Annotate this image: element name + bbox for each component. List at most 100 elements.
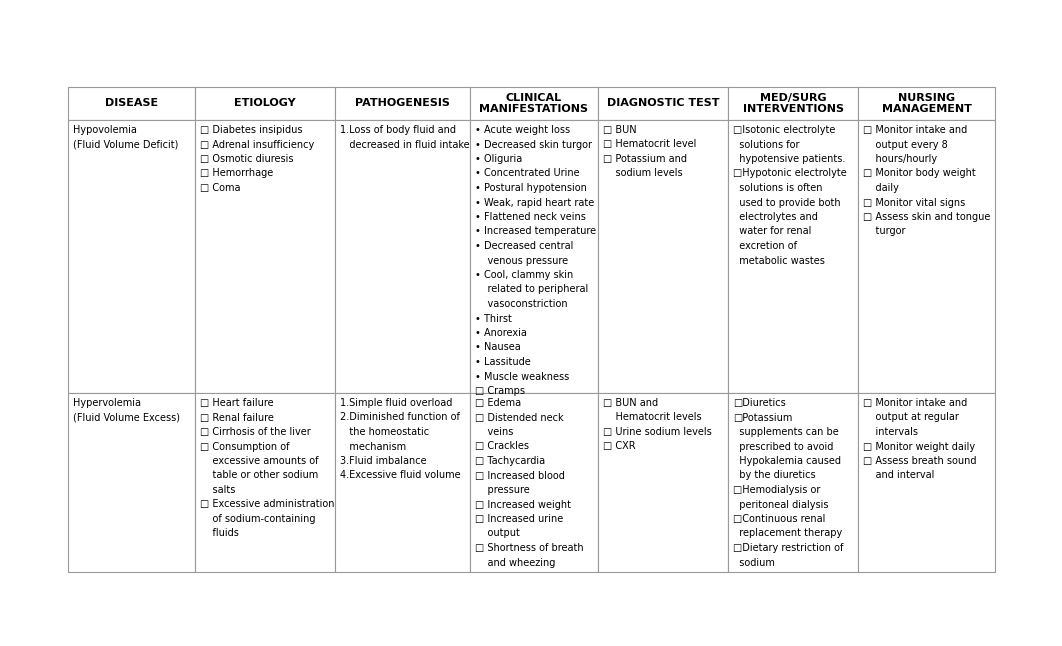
Text: (Fluid Volume Excess): (Fluid Volume Excess) (73, 413, 179, 422)
Text: and wheezing: and wheezing (475, 557, 555, 567)
Text: □ Cirrhosis of the liver: □ Cirrhosis of the liver (200, 427, 311, 437)
Text: mechanism: mechanism (340, 441, 406, 452)
Text: salts: salts (200, 485, 236, 495)
Text: Hypervolemia: Hypervolemia (73, 398, 141, 408)
Text: □ Increased blood: □ Increased blood (475, 470, 565, 481)
Bar (195, 87, 335, 120)
Text: • Acute weight loss: • Acute weight loss (475, 125, 570, 135)
Text: daily: daily (863, 183, 898, 193)
Bar (598, 87, 727, 120)
Text: by the diuretics: by the diuretics (733, 470, 816, 481)
Text: • Weak, rapid heart rate: • Weak, rapid heart rate (475, 198, 595, 207)
Text: NURSING
MANAGEMENT: NURSING MANAGEMENT (881, 92, 972, 114)
Text: • Postural hypotension: • Postural hypotension (475, 183, 587, 193)
Text: □ Adrenal insufficiency: □ Adrenal insufficiency (200, 140, 314, 149)
Text: □Hemodialysis or: □Hemodialysis or (733, 485, 820, 495)
Text: • Lassitude: • Lassitude (475, 357, 531, 367)
Text: • Muscle weakness: • Muscle weakness (475, 371, 569, 382)
Text: □ Monitor weight daily: □ Monitor weight daily (863, 441, 975, 452)
Text: □ Monitor vital signs: □ Monitor vital signs (863, 198, 965, 207)
Bar (470, 393, 598, 572)
Text: hours/hourly: hours/hourly (863, 154, 937, 164)
Text: □ Renal failure: □ Renal failure (200, 413, 274, 422)
Text: □ Increased weight: □ Increased weight (475, 499, 571, 510)
Text: □ Monitor intake and: □ Monitor intake and (863, 125, 967, 135)
Text: • Decreased central: • Decreased central (475, 241, 573, 251)
Text: of sodium-containing: of sodium-containing (200, 514, 315, 524)
Text: □Diuretics: □Diuretics (733, 398, 786, 408)
Text: output at regular: output at regular (863, 413, 959, 422)
Text: □Isotonic electrolyte: □Isotonic electrolyte (733, 125, 836, 135)
Text: veins: veins (475, 427, 513, 437)
Text: • Concentrated Urine: • Concentrated Urine (475, 169, 580, 178)
Text: MED/SURG
INTERVENTIONS: MED/SURG INTERVENTIONS (742, 92, 843, 114)
Text: □ Potassium and: □ Potassium and (603, 154, 687, 164)
Bar (727, 393, 858, 572)
Bar (68, 87, 195, 120)
Text: vasoconstriction: vasoconstriction (475, 299, 567, 309)
Text: metabolic wastes: metabolic wastes (733, 256, 825, 266)
Bar (858, 120, 995, 393)
Text: • Oliguria: • Oliguria (475, 154, 523, 164)
Bar (68, 393, 195, 572)
Text: □ CXR: □ CXR (603, 441, 636, 452)
Text: (Fluid Volume Deficit): (Fluid Volume Deficit) (73, 140, 178, 149)
Bar (598, 120, 727, 393)
Text: solutions for: solutions for (733, 140, 800, 149)
Bar (195, 120, 335, 393)
Text: □ BUN and: □ BUN and (603, 398, 658, 408)
Text: pressure: pressure (475, 485, 530, 495)
Text: DISEASE: DISEASE (105, 98, 158, 109)
Text: solutions is often: solutions is often (733, 183, 822, 193)
Bar (335, 120, 470, 393)
Text: water for renal: water for renal (733, 227, 811, 236)
Text: • Increased temperature: • Increased temperature (475, 227, 596, 236)
Text: □Dietary restriction of: □Dietary restriction of (733, 543, 843, 553)
Text: replacement therapy: replacement therapy (733, 528, 842, 539)
Bar (858, 393, 995, 572)
Text: □ Assess breath sound: □ Assess breath sound (863, 456, 976, 466)
Text: □ Increased urine: □ Increased urine (475, 514, 563, 524)
Text: and interval: and interval (863, 470, 935, 481)
Text: table or other sodium: table or other sodium (200, 470, 319, 481)
Text: • Flattened neck veins: • Flattened neck veins (475, 212, 586, 222)
Text: □ Assess skin and tongue: □ Assess skin and tongue (863, 212, 991, 222)
Text: • Cool, clammy skin: • Cool, clammy skin (475, 270, 573, 280)
Text: □ Excessive administration: □ Excessive administration (200, 499, 335, 510)
Text: DIAGNOSTIC TEST: DIAGNOSTIC TEST (606, 98, 719, 109)
Text: peritoneal dialysis: peritoneal dialysis (733, 499, 828, 510)
Text: used to provide both: used to provide both (733, 198, 841, 207)
Text: hypotensive patients.: hypotensive patients. (733, 154, 845, 164)
Text: □Potassium: □Potassium (733, 413, 792, 422)
Text: fluids: fluids (200, 528, 239, 539)
Text: 1.Loss of body fluid and: 1.Loss of body fluid and (340, 125, 456, 135)
Text: output every 8: output every 8 (863, 140, 947, 149)
Text: intervals: intervals (863, 427, 918, 437)
Text: • Thirst: • Thirst (475, 313, 512, 324)
Bar (727, 87, 858, 120)
Text: □ Tachycardia: □ Tachycardia (475, 456, 545, 466)
Bar (858, 87, 995, 120)
Text: □ Diabetes insipidus: □ Diabetes insipidus (200, 125, 303, 135)
Bar (598, 393, 727, 572)
Text: □ Monitor body weight: □ Monitor body weight (863, 169, 976, 178)
Text: the homeostatic: the homeostatic (340, 427, 429, 437)
Text: related to peripheral: related to peripheral (475, 284, 588, 295)
Text: □ Hemorrhage: □ Hemorrhage (200, 169, 273, 178)
Text: output: output (475, 528, 520, 539)
Text: sodium levels: sodium levels (603, 169, 683, 178)
Text: • Decreased skin turgor: • Decreased skin turgor (475, 140, 592, 149)
Text: □Continuous renal: □Continuous renal (733, 514, 825, 524)
Text: 4.Excessive fluid volume: 4.Excessive fluid volume (340, 470, 461, 481)
Bar (195, 393, 335, 572)
Text: Hematocrit levels: Hematocrit levels (603, 413, 702, 422)
Text: decreased in fluid intake: decreased in fluid intake (340, 140, 469, 149)
Bar (68, 120, 195, 393)
Text: ETIOLOGY: ETIOLOGY (235, 98, 296, 109)
Text: 2.Diminished function of: 2.Diminished function of (340, 413, 460, 422)
Text: PATHOGENESIS: PATHOGENESIS (355, 98, 450, 109)
Text: Hypovolemia: Hypovolemia (73, 125, 137, 135)
Text: turgor: turgor (863, 227, 906, 236)
Text: excretion of: excretion of (733, 241, 796, 251)
Text: • Nausea: • Nausea (475, 342, 520, 353)
